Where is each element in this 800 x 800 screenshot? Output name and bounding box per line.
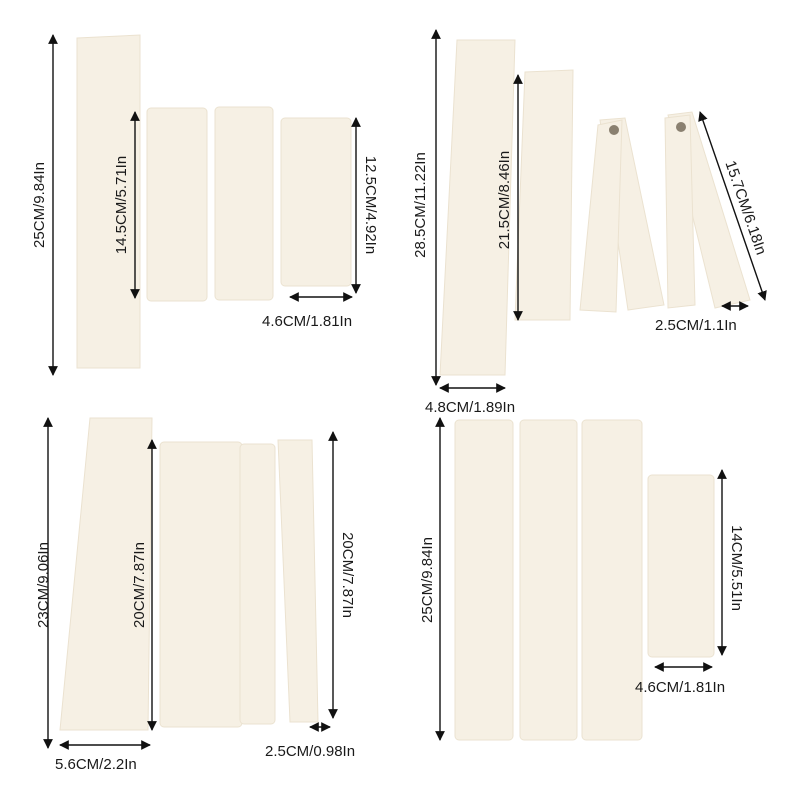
dimension-label: 21.5CM/8.46In <box>496 151 513 249</box>
rivet <box>609 125 619 135</box>
strip <box>664 114 696 309</box>
strip <box>239 443 276 725</box>
dimension-label: 4.6CM/1.81In <box>635 679 725 696</box>
strip <box>146 107 208 302</box>
panel-3: 23CM/9.06In 20CM/7.87In 20CM/7.87In 5.6C… <box>35 417 356 773</box>
dimension-label: 20CM/7.87In <box>339 532 356 618</box>
dimension-label: 2.5CM/1.1In <box>655 317 737 334</box>
arrow <box>698 111 767 301</box>
strip <box>519 419 578 741</box>
strip <box>159 441 243 728</box>
strip <box>514 69 574 321</box>
strip <box>439 39 516 376</box>
dimension-label: 20CM/7.87In <box>131 542 148 628</box>
dimension-label: 4.8CM/1.89In <box>425 399 515 416</box>
dimension-label: 14.5CM/5.71In <box>113 156 130 254</box>
strip <box>76 34 141 369</box>
strip <box>579 119 623 313</box>
strip <box>647 474 715 658</box>
rivet <box>676 122 686 132</box>
strip <box>214 106 274 301</box>
strip <box>454 419 514 741</box>
dimension-label: 28.5CM/11.22In <box>412 152 429 258</box>
strip <box>581 419 643 741</box>
panel-4: 25CM/9.84In 14CM/5.51In 4.6CM/1.81In <box>419 417 745 741</box>
panel-1: 25CM/9.84In 14.5CM/5.71In 12.5CM/4.92In … <box>31 34 379 376</box>
dimension-label: 25CM/9.84In <box>419 537 436 623</box>
dimension-label: 25CM/9.84In <box>31 162 48 248</box>
dimension-label: 14CM/5.51In <box>728 525 745 611</box>
dimension-label: 23CM/9.06In <box>35 542 52 628</box>
dimension-label: 2.5CM/0.98In <box>265 743 355 760</box>
strip <box>277 439 319 723</box>
dimension-label: 4.6CM/1.81In <box>262 313 352 330</box>
strip <box>280 117 352 287</box>
dimension-label: 5.6CM/2.2In <box>55 756 137 773</box>
panel-2: 28.5CM/11.22In 21.5CM/8.46In 15.7CM/6.18… <box>412 29 770 416</box>
dimension-label: 12.5CM/4.92In <box>362 156 379 254</box>
